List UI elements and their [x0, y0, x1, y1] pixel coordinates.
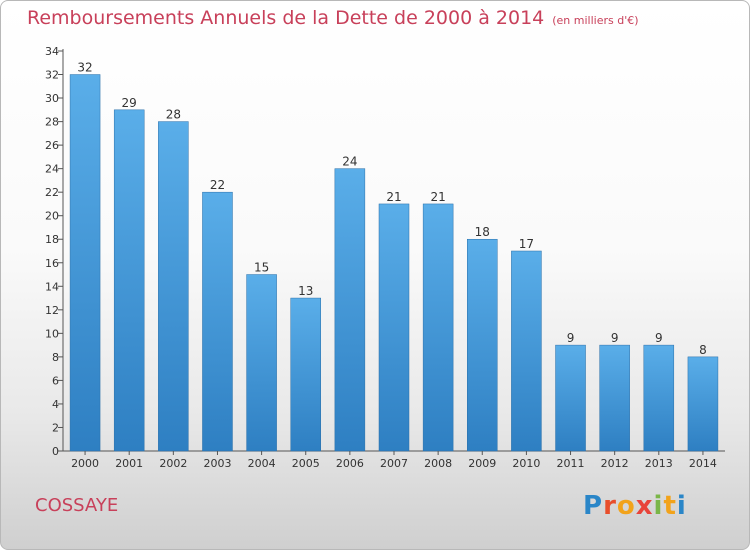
logo-letter: t: [663, 491, 677, 521]
bar: [378, 203, 410, 452]
y-tick-label: 24: [45, 163, 59, 176]
bar: [599, 344, 630, 452]
x-tick-label: 2013: [645, 457, 673, 470]
x-tick-label: 2006: [336, 457, 364, 470]
x-tick-label: 2004: [248, 457, 276, 470]
bar: [687, 356, 719, 452]
bar-value-label: 13: [298, 284, 313, 298]
bar: [422, 203, 454, 452]
chart-title: Remboursements Annuels de la Dette de 20…: [27, 7, 639, 29]
y-tick-label: 26: [45, 139, 59, 152]
logo-letter: o: [616, 491, 636, 521]
proxiti-logo: Proxiti: [583, 491, 687, 521]
logo-letter: x: [635, 491, 654, 521]
y-tick-label: 18: [45, 233, 59, 246]
y-tick-label: 6: [52, 374, 59, 387]
chart-unit-label: (en milliers d'€): [552, 14, 639, 27]
y-tick-label: 14: [45, 280, 59, 293]
bar-value-label: 21: [386, 190, 401, 204]
x-tick-label: 2008: [424, 457, 452, 470]
bar: [511, 250, 542, 452]
bar: [158, 121, 189, 452]
bar-value-label: 22: [210, 178, 225, 192]
y-tick-label: 0: [52, 445, 59, 458]
y-tick-label: 12: [45, 304, 59, 317]
x-tick-label: 2014: [689, 457, 717, 470]
x-tick-label: 2005: [292, 457, 320, 470]
bar: [246, 274, 277, 452]
bar: [290, 297, 321, 452]
x-tick-label: 2011: [557, 457, 585, 470]
x-tick-label: 2002: [159, 457, 187, 470]
bar: [467, 238, 498, 452]
logo-letter: i: [676, 491, 687, 521]
commune-name: COSSAYE: [35, 495, 119, 516]
y-tick-label: 2: [52, 421, 59, 434]
bar-value-label: 9: [567, 331, 575, 345]
logo-letter: P: [583, 491, 604, 521]
y-tick-label: 16: [45, 257, 59, 270]
y-tick-label: 8: [52, 351, 59, 364]
x-tick-label: 2012: [601, 457, 629, 470]
bar-value-label: 9: [655, 331, 663, 345]
y-tick-label: 4: [52, 398, 59, 411]
bar: [555, 344, 586, 452]
x-tick-label: 2000: [71, 457, 99, 470]
y-tick-label: 30: [45, 92, 59, 105]
bar-value-label: 18: [475, 225, 490, 239]
bar-chart: 0246810121416182022242628303234322000292…: [45, 45, 725, 470]
bar-value-label: 17: [519, 237, 534, 251]
logo-letter: r: [603, 491, 617, 521]
x-tick-label: 2010: [512, 457, 540, 470]
bar: [334, 168, 366, 452]
x-tick-label: 2009: [468, 457, 496, 470]
y-tick-label: 20: [45, 210, 59, 223]
bar-value-label: 21: [430, 190, 445, 204]
y-tick-label: 22: [45, 186, 59, 199]
bar: [113, 109, 145, 452]
bar-value-label: 15: [254, 261, 269, 275]
bar: [69, 74, 101, 452]
bar-value-label: 29: [122, 96, 137, 110]
bar: [643, 344, 675, 452]
y-tick-label: 34: [45, 45, 59, 58]
bar: [202, 191, 233, 452]
y-tick-label: 10: [45, 327, 59, 340]
x-tick-label: 2001: [115, 457, 143, 470]
y-tick-label: 28: [45, 116, 59, 129]
bar-value-label: 32: [77, 61, 92, 75]
chart-title-main: Remboursements Annuels de la Dette de 20…: [27, 7, 545, 29]
bar-value-label: 9: [611, 331, 619, 345]
bar-value-label: 8: [699, 343, 707, 357]
logo-letter: i: [653, 491, 664, 521]
y-tick-label: 32: [45, 69, 59, 82]
bar-value-label: 28: [166, 108, 181, 122]
x-tick-label: 2007: [380, 457, 408, 470]
x-tick-label: 2003: [203, 457, 231, 470]
bar-value-label: 24: [342, 155, 357, 169]
